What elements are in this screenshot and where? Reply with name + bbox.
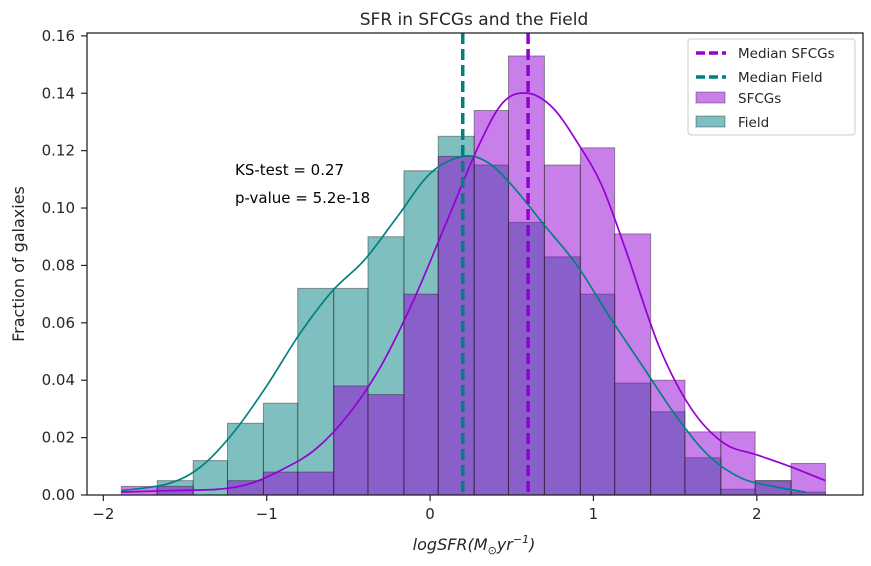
y-tick-label: 0.14 (42, 84, 75, 102)
bar-sfcgs (543, 164, 581, 496)
x-axis-label: logSFR(M⊙yr−1) (413, 533, 536, 557)
x-ticks: −2 −1 0 1 2 (92, 495, 762, 523)
legend-label-sfcgs: SFCGs (738, 91, 781, 107)
legend-label-field: Field (738, 115, 769, 131)
bar-sfcgs (754, 480, 792, 496)
y-tick-label: 0.04 (42, 371, 75, 389)
bar-sfcgs (579, 147, 616, 496)
y-tick-label: 0.00 (42, 486, 75, 504)
y-tick-label: 0.10 (42, 199, 75, 217)
x-tick-label: 0 (425, 505, 435, 523)
x-tick-label: −2 (92, 505, 114, 523)
x-tick-label: −1 (256, 505, 278, 523)
y-tick-label: 0.12 (42, 142, 75, 160)
legend-label-median-field: Median Field (738, 70, 823, 86)
bar-sfcgs (650, 379, 686, 496)
bar-sfcgs (367, 394, 405, 496)
y-axis-label: Fraction of galaxies (9, 186, 28, 342)
chart-title: SFR in SFCGs and the Field (360, 10, 589, 30)
bar-sfcgs (297, 471, 335, 496)
ks-test-annotation: KS-test = 0.27 (235, 161, 344, 179)
p-value-annotation: p-value = 5.2e-18 (235, 189, 370, 207)
y-tick-label: 0.16 (42, 27, 75, 45)
legend: Median SFCGs Median Field SFCGs Field (687, 38, 856, 136)
legend-swatch-sfcgs (695, 91, 726, 104)
kde-curve-field (121, 154, 806, 493)
y-tick-label: 0.02 (42, 429, 75, 447)
bar-sfcgs (403, 293, 439, 496)
bar-field (297, 287, 335, 496)
legend-swatch-field (695, 115, 726, 128)
bar-sfcgs (614, 233, 652, 496)
y-ticks: 0.00 0.02 0.04 0.06 0.08 0.10 0.12 0.14 0.16 (42, 27, 87, 504)
kde-curves (121, 92, 826, 493)
x-tick-label: 1 (589, 505, 599, 523)
axes-frame (86, 32, 864, 496)
median-lines (460, 33, 530, 495)
legend-label-median-sfcgs: Median SFCGs (738, 46, 835, 62)
bar-sfcgs (473, 109, 509, 496)
bar-sfcgs (720, 431, 756, 496)
x-tick-label: 2 (752, 505, 762, 523)
bar-sfcgs (333, 385, 369, 496)
legend-box (687, 38, 856, 136)
bar-sfcgs (437, 155, 475, 496)
kde-curve-sfcgs (121, 92, 826, 493)
bar-sfcgs (684, 431, 722, 496)
plot-area (86, 32, 864, 496)
y-tick-label: 0.08 (42, 256, 75, 274)
y-tick-label: 0.06 (42, 314, 75, 332)
